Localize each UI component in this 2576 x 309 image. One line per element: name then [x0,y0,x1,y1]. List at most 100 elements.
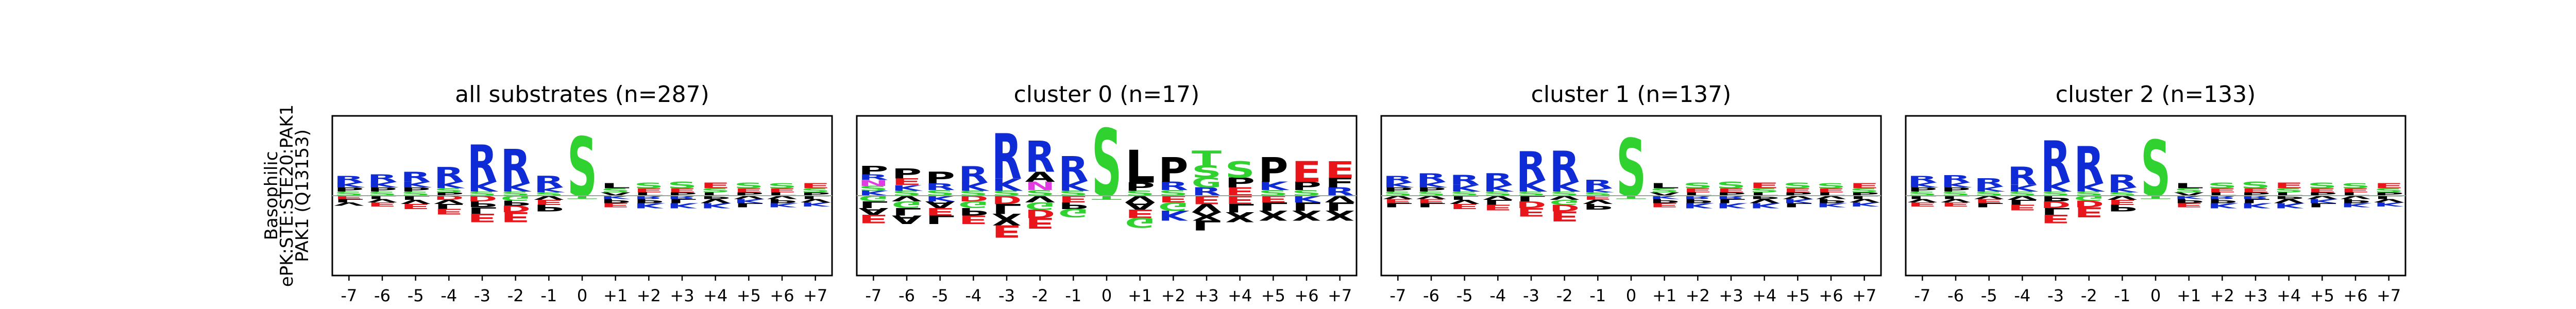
logo-letter: L [334,198,364,203]
x-tick-label: -7 [341,286,357,305]
logo-letter: L [367,195,397,200]
logo-letter: R [2007,162,2037,191]
logo-letter: K [501,181,532,195]
logo-letter: R [401,169,431,185]
x-tick-label: -3 [2047,286,2064,305]
logo-panel: cluster 0 (n=17)KSNRPGLAE-7SKEPVGLA-6SRP… [856,81,1358,305]
logo-letter: E [434,207,464,216]
x-tick-label: +1 [1652,286,1676,305]
x-tick-label: -5 [408,286,424,305]
x-tick-label: +2 [1161,286,1185,305]
logo-letter: K [1258,180,1290,193]
logo-letter: P [601,198,631,204]
logo-letter: E [2074,204,2104,220]
logo-letter: P [334,186,364,193]
logo-letter: L [601,182,631,190]
logo-letter: L [1850,195,1879,200]
logo-letter: L [1483,198,1513,206]
logo-letter: P [1225,175,1255,191]
x-tick-label: -3 [1523,286,1539,305]
panel-title: all substrates (n=287) [455,81,709,108]
logo-letter: S [2207,181,2237,191]
logo-panel: all substrates (n=287)SPKRELV-7SPKRLVE-6… [331,81,833,305]
logo-letter: K [434,180,465,190]
logo-letter: P [858,164,888,177]
logo-letter: P [701,195,731,200]
logo-letter: E [1483,203,1513,212]
logo-letter: P [1583,202,1613,211]
logo-letter: P [1383,186,1413,193]
logo-letter: L [801,195,831,200]
logo-letter: A [1025,169,1055,185]
x-tick-label: +6 [1294,286,1318,305]
x-tick-label: -1 [2114,286,2130,305]
logo-letter: R [958,162,988,188]
logo-letter: V [1816,195,1846,200]
x-tick-label: -3 [998,286,1015,305]
logo-letter: K [1550,179,1581,195]
logo-letter: K [2041,179,2072,195]
logo-letter: P [1783,192,1812,197]
x-tick-label: -4 [965,286,981,305]
logo-letter: L [1716,198,1746,204]
x-tick-label: -1 [1065,286,1081,305]
logo-letter: R [2241,195,2270,200]
logo-letter: V [334,201,364,207]
logo-letter: R [1974,176,2004,190]
logo-letter: S [2107,192,2137,197]
logo-letter: X [992,210,1022,229]
logo-letter: L [734,202,764,209]
logo-letter: S [701,187,731,194]
logo-letter: S [767,182,797,190]
logo-letter: S [1783,181,1812,191]
x-tick-label: +5 [2310,286,2334,305]
logo-letter: P [2274,195,2304,200]
logo-letter: E [958,213,988,226]
logo-letter: V [434,198,464,205]
logo-letter: K [2107,186,2139,194]
logo-letter: K [1516,177,1548,195]
logo-letter: E [334,195,364,200]
logo-letter: L [2274,192,2304,197]
x-tick-label: 0 [577,286,587,305]
logo-letter: E [2174,202,2204,209]
logo-letter: X [1258,208,1288,224]
logo-letter: E [467,211,497,225]
logo-letter: L [2341,192,2370,197]
logo-letter: K [1450,183,1481,194]
logo-letter: E [2241,187,2270,194]
logo-letter: V [367,198,397,203]
logo-letter: G [1025,200,1055,212]
logo-letter: K [1058,178,1090,194]
logo-letter: V [2307,195,2337,200]
logo-letter: F [1325,175,1355,191]
logo-letter: S [2341,182,2370,190]
logo-letter: E [767,187,797,194]
logo-letter: V [767,195,797,200]
logo-letter: E [858,212,888,226]
logo-letter: E [534,198,564,206]
logo-letter: R [1383,174,1413,184]
logo-letter: G [892,199,922,210]
logo-letter: L [925,213,955,226]
logo-letter: K [767,202,799,209]
logo-letter: P [1750,195,1780,200]
x-tick-label: -7 [1389,286,1406,305]
logo-letter: V [801,198,831,203]
logo-letter: K [334,181,365,189]
logo-letter: L [701,192,731,197]
x-tick-label: -4 [2014,286,2030,305]
logo-letter: R [1450,173,1480,188]
logo-letter: P [2207,198,2237,204]
logo-letter: E [634,187,664,194]
logo-letter: E [801,182,831,190]
x-tick-label: -5 [1981,286,1997,305]
logo-letter: S [1225,157,1255,183]
logo-letter: R [334,174,364,184]
logo-letter: E [1450,202,1480,210]
logo-letter: X [1325,208,1355,224]
logo-letter: K [534,186,565,194]
logo-letter: K [2374,201,2405,208]
logo-letter: A [925,199,955,210]
logo-letter: V [734,195,764,200]
